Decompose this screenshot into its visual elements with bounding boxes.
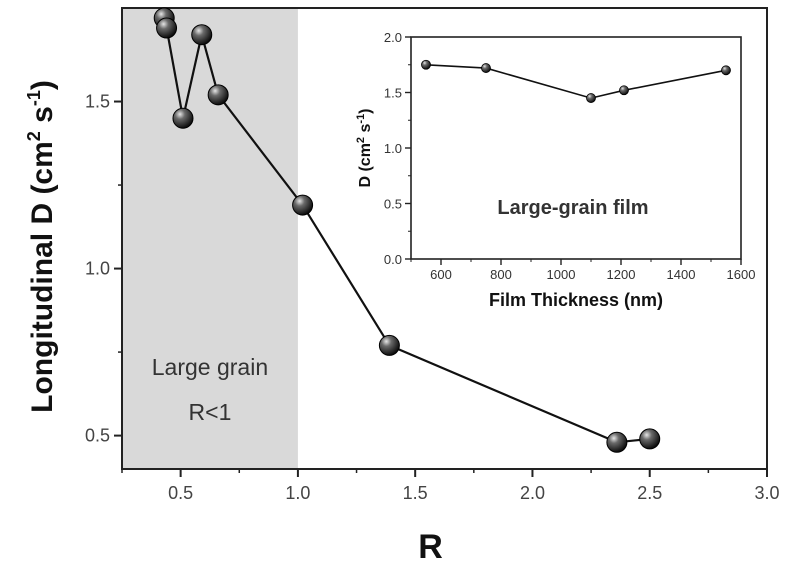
main-data-point bbox=[172, 107, 194, 129]
inset-y-tick-label: 1.0 bbox=[384, 141, 402, 156]
inset-x-tick-label: 600 bbox=[430, 267, 452, 282]
main-plot-frame bbox=[121, 7, 768, 470]
inset-data-point bbox=[421, 59, 431, 70]
inset-data-point bbox=[481, 63, 491, 73]
annotation-r-less-than-1: R<1 bbox=[189, 399, 232, 425]
main-x-tick-label: 2.5 bbox=[637, 483, 662, 503]
main-axis-ticks: 0.5 1.0 1.5 2.0 2.5 3.0 0.5 1.0 1.5 bbox=[85, 92, 780, 503]
main-x-tick-label: 3.0 bbox=[754, 483, 779, 503]
inset-plot-frame bbox=[410, 36, 742, 260]
main-x-tick-label: 1.5 bbox=[403, 483, 428, 503]
inset-y-axis-title-text: D (cm bbox=[357, 143, 374, 187]
main-y-axis-title-end: ) bbox=[26, 80, 59, 90]
main-data-point bbox=[606, 431, 628, 453]
inset-y-axis-title: D (cm2 s-1) bbox=[355, 108, 374, 187]
main-data-point bbox=[639, 428, 661, 450]
inset-data-point bbox=[721, 65, 731, 76]
main-y-axis-title-sup2: -1 bbox=[24, 90, 44, 106]
inset-data-point bbox=[619, 85, 629, 96]
large-grain-shaded-region bbox=[122, 8, 298, 469]
inset-axis-ticks: 600 800 1000 1200 1400 1600 0.0 0.5 1.0 1.5 2.0 bbox=[384, 30, 756, 282]
inset-x-tick-label: 1600 bbox=[727, 267, 756, 282]
inset-y-tick-label: 0.0 bbox=[384, 252, 402, 267]
inset-x-axis-title: Film Thickness (nm) bbox=[489, 290, 663, 310]
main-data-point bbox=[191, 24, 213, 46]
inset-y-axis-title-sup2: -1 bbox=[355, 114, 367, 124]
main-chart: 0.5 1.0 1.5 2.0 2.5 3.00.51.01.5 Large grain … bbox=[24, 7, 780, 566]
inset-y-axis-title-sup1: 2 bbox=[355, 137, 367, 143]
inset-data-point bbox=[586, 93, 596, 103]
inset-y-tick-label: 0.5 bbox=[384, 197, 402, 212]
main-series-points bbox=[153, 7, 661, 453]
main-y-axis-title-mid: s bbox=[26, 106, 59, 131]
inset-x-tick-label: 1000 bbox=[547, 267, 576, 282]
inset-y-axis-title-mid: s bbox=[357, 123, 374, 136]
main-data-point bbox=[156, 17, 178, 39]
inset-x-tick-label: 1200 bbox=[607, 267, 636, 282]
main-x-tick-label: 0.5 bbox=[168, 483, 193, 503]
main-y-axis-title-text: Longitudinal D (cm bbox=[26, 141, 59, 413]
main-y-tick-label: 1.0 bbox=[85, 259, 110, 279]
inset-x-tick-label: 800 bbox=[490, 267, 512, 282]
main-data-point bbox=[207, 84, 229, 106]
main-x-tick-label: 1.0 bbox=[285, 483, 310, 503]
main-y-axis-title-sup1: 2 bbox=[24, 131, 44, 141]
main-y-axis-title: Longitudinal D (cm2 s-1) bbox=[24, 80, 59, 413]
main-x-tick-label: 2.0 bbox=[520, 483, 545, 503]
main-y-tick-label: 1.5 bbox=[85, 92, 110, 112]
inset-series-points bbox=[421, 59, 731, 103]
main-y-tick-label: 0.5 bbox=[85, 426, 110, 446]
inset-chart: 600 800 1000 1200 1400 1600 0.0 0.5 1.0 1.5 2.0 La… bbox=[355, 30, 755, 310]
inset-y-tick-label: 2.0 bbox=[384, 30, 402, 45]
inset-y-axis-title-end: ) bbox=[357, 108, 374, 113]
inset-x-tick-label: 1400 bbox=[667, 267, 696, 282]
annotation-large-grain: Large grain bbox=[152, 354, 268, 380]
main-data-point bbox=[378, 334, 400, 356]
annotation-large-grain-film: Large-grain film bbox=[497, 197, 648, 219]
main-x-axis-title: R bbox=[418, 528, 443, 566]
main-data-point bbox=[292, 194, 314, 216]
inset-y-tick-label: 1.5 bbox=[384, 86, 402, 101]
